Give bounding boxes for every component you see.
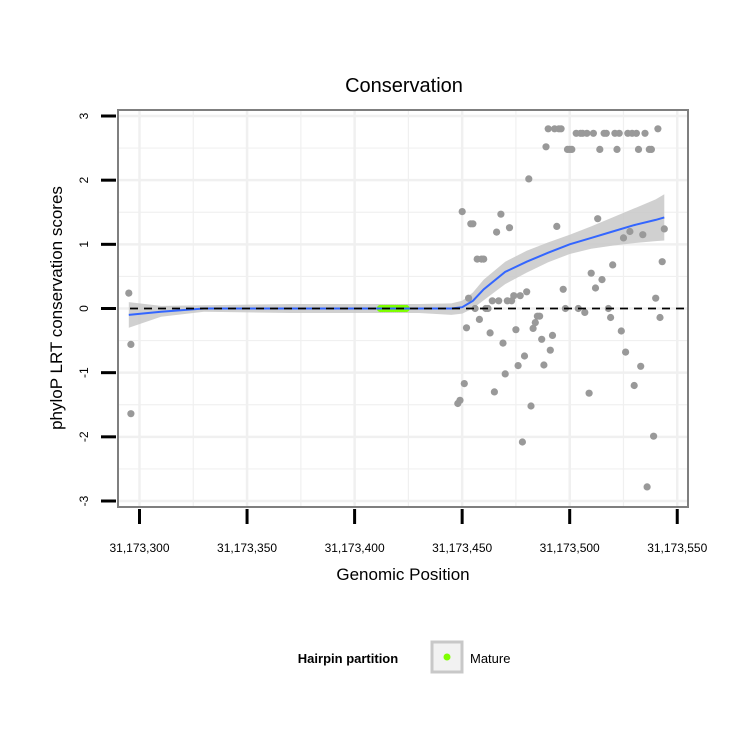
data-point [514,362,522,370]
data-point [546,346,554,354]
data-point [553,222,561,230]
x-tick-label: 31,173,450 [432,541,492,555]
points-layer [125,125,668,491]
data-point [656,313,664,322]
y-tick-label: -3 [77,495,91,506]
data-point [589,129,598,137]
plot-border [117,109,689,508]
data-point [632,129,641,137]
data-point [607,313,615,322]
data-point [598,276,606,284]
data-point [510,292,518,300]
data-point [525,175,533,183]
data-point [602,129,610,137]
data-point [125,289,133,297]
data-point [540,361,548,369]
data-point [647,145,656,153]
data-point [505,224,514,232]
data-point [660,225,668,233]
x-tick-label: 31,173,350 [217,541,277,555]
data-point [637,362,645,370]
data-point [538,335,546,343]
data-point [456,396,464,404]
data-point [518,438,527,446]
x-tick-label: 31,173,400 [325,541,385,555]
data-point [527,402,535,410]
x-tick-label: 31,173,300 [109,541,169,555]
data-point [581,308,589,316]
legend: Hairpin partition Mature [298,640,510,674]
data-point [460,380,468,388]
data-point [471,304,479,313]
data-point [127,340,135,348]
chart-title: Conservation [345,75,463,97]
data-point [613,145,621,153]
data-point [591,284,600,292]
data-point [615,129,623,137]
x-axis-title: Genomic Position [336,565,469,584]
data-point [652,294,660,302]
y-axis-title: phyloP LRT conservation scores [47,186,66,430]
data-point [495,297,503,305]
data-point [643,483,651,491]
data-point [499,339,507,347]
data-point [542,143,550,151]
y-tick-label: 2 [77,177,91,184]
y-tick-label: 1 [77,241,91,248]
data-point [557,125,565,133]
data-point [501,370,509,378]
data-point [523,288,531,296]
y-tick-label: 0 [77,305,91,312]
legend-title: Hairpin partition [298,651,398,666]
data-point [493,228,501,236]
data-point [594,215,602,223]
data-point [486,329,494,337]
data-point [658,258,666,266]
data-point [609,261,617,269]
data-point [585,389,593,397]
data-point [531,319,539,327]
data-point [516,292,524,300]
data-point [512,326,520,334]
legend-label-mature: Mature [470,651,510,666]
data-point [465,294,473,302]
data-point [458,208,466,216]
y-tick-label: -2 [77,431,91,442]
data-point [529,324,537,332]
data-point [583,129,591,137]
y-tick-label: -1 [77,367,91,378]
data-point [587,269,595,277]
data-point [488,297,496,305]
axes-layer: 31,173,300 31,173,350 31,173,400 31,173,450… [77,112,708,555]
data-point [654,125,662,133]
data-point [480,255,488,263]
data-point [626,227,634,236]
data-point [634,145,643,153]
data-point [622,348,630,356]
data-point [641,129,649,137]
data-point [568,145,576,153]
data-point [490,388,498,396]
x-tick-label: 31,173,500 [540,541,600,555]
x-tick-label: 31,173,550 [647,541,707,555]
data-point [462,324,471,332]
y-tick-label: 3 [77,112,91,119]
data-point [630,381,638,390]
data-point [639,231,647,239]
data-point [548,331,557,339]
data-point [559,285,567,293]
data-point [497,210,505,218]
data-point [536,312,544,320]
legend-key-mature [443,653,451,661]
data-point [596,145,604,153]
data-point [475,315,483,323]
data-point [520,352,529,360]
data-point [469,220,477,228]
data-point [544,125,552,133]
data-point [617,327,625,335]
data-point [127,410,135,418]
data-point [650,432,658,440]
data-point [619,234,628,242]
